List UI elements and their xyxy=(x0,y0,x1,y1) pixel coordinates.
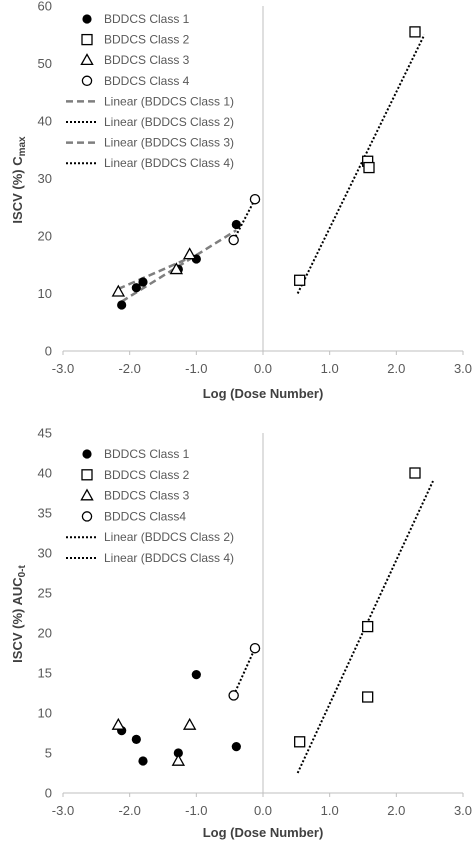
legend-label: Linear (BDDCS Class 1) xyxy=(104,94,234,108)
x-tick-label: -3.0 xyxy=(52,803,74,818)
legend-label: Linear (BDDCS Class 4) xyxy=(104,156,234,170)
y-axis-title-subscript: max xyxy=(17,136,28,156)
data-point xyxy=(117,300,127,310)
legend: BDDCS Class 1 BDDCS Class 2 BDDCS Class 3 B… xyxy=(66,12,234,170)
x-tick-label: -1.0 xyxy=(185,361,207,376)
legend-label: BDDCS Class4 xyxy=(104,509,186,523)
data-point xyxy=(173,748,183,758)
legend-label: Linear (BDDCS Class 4) xyxy=(104,551,234,565)
data-point xyxy=(409,467,421,479)
data-point xyxy=(231,742,241,752)
trendline xyxy=(117,256,191,291)
y-axis-title: ISCV (%) Cmax xyxy=(10,136,28,224)
x-tick-label: 0.0 xyxy=(254,361,272,376)
data-point xyxy=(111,284,126,297)
x-tick-label: 2.0 xyxy=(387,361,405,376)
data-point xyxy=(363,161,375,174)
legend-marker xyxy=(81,511,93,522)
y-tick-label: 40 xyxy=(38,466,52,481)
data-point xyxy=(138,277,148,287)
legend-label: Linear (BDDCS Class 2) xyxy=(104,115,234,129)
data-point xyxy=(111,717,126,730)
trendline xyxy=(296,34,426,294)
legend-marker xyxy=(80,53,94,66)
y-axis-title-subscript: 0-t xyxy=(17,564,28,577)
y-tick-label: 50 xyxy=(38,56,52,71)
data-point xyxy=(409,26,421,38)
data-point xyxy=(294,736,306,748)
x-tick-label: 3.0 xyxy=(454,803,472,818)
data-point xyxy=(171,753,186,766)
data-point xyxy=(231,219,241,230)
data-point xyxy=(169,262,184,275)
data-point xyxy=(362,620,374,633)
legend-marker xyxy=(81,75,93,87)
data-point xyxy=(182,717,197,730)
y-axis-title: ISCV (%) AUC0-t xyxy=(10,564,28,662)
x-tick-label: 2.0 xyxy=(387,803,405,818)
data-point xyxy=(228,690,239,701)
data-point xyxy=(131,283,141,293)
legend-label: BDDCS Class 3 xyxy=(104,53,190,67)
y-tick-label: 10 xyxy=(38,706,52,721)
x-tick-label: -2.0 xyxy=(118,803,140,818)
data-point xyxy=(138,756,148,766)
y-tick-label: 35 xyxy=(38,506,52,521)
x-tick-label: 0.0 xyxy=(254,803,272,818)
data-point xyxy=(228,234,239,246)
y-tick-label: 60 xyxy=(38,0,52,14)
legend-label: BDDCS Class 2 xyxy=(104,33,190,47)
chart-1: -3.0 -2.0 -1.0 0.0 1.0 2.0 3.0 0 10 20 30 40 50 60 Log… xyxy=(10,0,472,401)
y-axis-title-main: ISCV (%) C xyxy=(10,156,25,224)
trendline xyxy=(232,647,256,696)
y-tick-label: 0 xyxy=(45,786,52,801)
y-tick-label: 0 xyxy=(45,344,52,359)
x-tick-label: 1.0 xyxy=(321,803,339,818)
y-tick-label: 20 xyxy=(38,229,52,244)
trendline xyxy=(232,198,256,241)
y-tick-label: 20 xyxy=(38,626,52,641)
y-tick-label: 10 xyxy=(38,286,52,301)
data-point xyxy=(249,642,261,654)
x-tick-label: 3.0 xyxy=(454,361,472,376)
y-tick-label: 25 xyxy=(38,586,52,601)
y-axis-title-main: ISCV (%) AUC xyxy=(10,577,25,663)
legend-label: BDDCS Class 1 xyxy=(104,12,190,26)
x-tick-label: -2.0 xyxy=(118,361,140,376)
legend-label: BDDCS Class 2 xyxy=(104,468,190,482)
y-tick-label: 30 xyxy=(38,171,52,186)
y-tick-label: 40 xyxy=(38,114,52,129)
legend-label: Linear (BDDCS Class 3) xyxy=(104,136,234,150)
data-point xyxy=(249,193,261,205)
legend: BDDCS Class 1 BDDCS Class 2 BDDCS Class 3 B… xyxy=(66,447,234,565)
data-point xyxy=(131,734,141,745)
data-point xyxy=(294,274,306,286)
legend-marker xyxy=(80,488,94,501)
x-axis-title: Log (Dose Number) xyxy=(203,825,324,840)
y-tick-label: 30 xyxy=(38,546,52,561)
legend-marker xyxy=(81,33,93,46)
legend-marker xyxy=(81,469,93,481)
legend-label: BDDCS Class 4 xyxy=(104,74,190,88)
y-tick-label: 45 xyxy=(38,426,52,441)
legend-label: BDDCS Class 1 xyxy=(104,447,190,461)
chart-2: -3.0 -2.0 -1.0 0.0 1.0 2.0 3.0 0 5 10 15 20 25 30 35 40… xyxy=(10,426,472,841)
legend-label: BDDCS Class 3 xyxy=(104,489,190,503)
data-point xyxy=(362,691,374,703)
legend-label: Linear (BDDCS Class 2) xyxy=(104,530,234,544)
x-tick-label: 1.0 xyxy=(321,361,339,376)
x-tick-label: -1.0 xyxy=(185,803,207,818)
data-point xyxy=(182,247,197,260)
data-point xyxy=(191,670,201,680)
x-axis-title: Log (Dose Number) xyxy=(203,386,324,401)
legend-marker xyxy=(82,14,92,24)
x-tick-label: -3.0 xyxy=(52,361,74,376)
y-tick-label: 5 xyxy=(45,746,52,761)
y-tick-label: 15 xyxy=(38,666,52,681)
legend-marker xyxy=(82,449,92,459)
